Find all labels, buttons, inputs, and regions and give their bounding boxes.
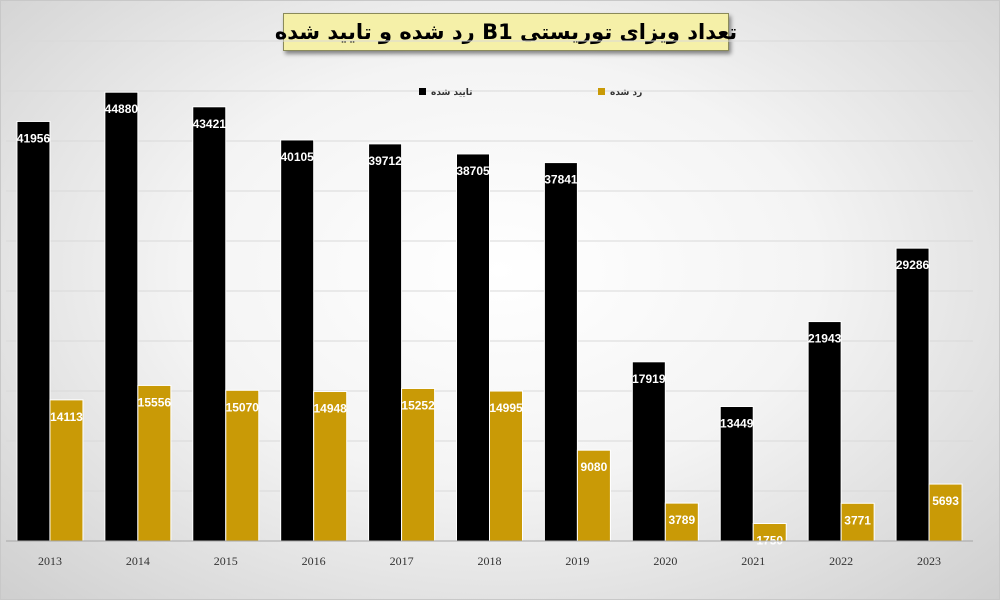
data-label-approved: 37841 [544, 173, 578, 187]
bar-approved [104, 91, 139, 542]
bar-approved [543, 162, 578, 542]
bar-approved [280, 139, 315, 542]
data-label-approved: 39712 [368, 154, 402, 168]
bar-rejected [137, 384, 172, 542]
x-tick-label: 2014 [126, 554, 150, 568]
x-axis: 2013 2014 2015 2016 2017 2018 2019 2020 2021 2022… [6, 540, 973, 568]
legend-label-rejected: رد شده [610, 88, 642, 98]
data-label-rejected: 15070 [226, 400, 260, 414]
x-tick-label: 2017 [390, 554, 414, 568]
bar-approved [192, 106, 227, 542]
data-label-rejected: 15252 [401, 398, 435, 412]
data-label-approved: 13449 [720, 417, 754, 431]
data-label-rejected: 9080 [581, 460, 608, 474]
bar-rejected [49, 399, 84, 542]
data-label-approved: 21943 [808, 332, 842, 346]
data-label-approved: 17919 [632, 372, 666, 386]
data-label-rejected: 3789 [668, 513, 695, 527]
x-tick-label: 2023 [917, 554, 941, 568]
bar-approved [456, 153, 490, 542]
bar-approved [807, 321, 842, 542]
bar-approved [368, 143, 403, 542]
data-label-rejected: 5693 [932, 494, 959, 508]
bar-rejected [313, 391, 348, 542]
data-label-rejected: 14995 [489, 401, 523, 415]
bar-approved [895, 247, 930, 542]
bar-approved [631, 361, 666, 542]
data-label-approved: 40105 [280, 150, 314, 164]
bar-rejected [225, 389, 260, 542]
bar-approved [16, 120, 51, 542]
bar-rejected [664, 502, 699, 542]
x-tick-label: 2016 [302, 554, 326, 568]
x-tick-label: 2020 [653, 554, 677, 568]
x-tick-label: 2018 [478, 554, 502, 568]
data-label-approved: 44880 [105, 102, 139, 116]
legend-swatch-rejected [598, 88, 605, 95]
bars [16, 91, 963, 542]
x-tick-label: 2013 [38, 554, 62, 568]
bar-approved [719, 406, 754, 542]
data-labels: 41956 14113 44880 15556 43421 15070 40105 14948… [17, 102, 959, 547]
x-tick-label: 2019 [565, 554, 589, 568]
bar-rejected [489, 390, 523, 542]
bar-rejected [576, 449, 611, 542]
legend: تایید شده رد شده [419, 88, 642, 98]
chart-title: تعداد ویزای توریستی B1 رد شده و تایید شد… [275, 13, 737, 51]
data-label-rejected: 14948 [313, 402, 347, 416]
data-label-approved: 29286 [896, 258, 930, 272]
data-label-rejected: 3771 [844, 513, 871, 527]
bar-rejected [928, 483, 963, 542]
x-tick-label: 2015 [214, 554, 238, 568]
legend-swatch-approved [419, 88, 426, 95]
data-label-approved: 41956 [17, 131, 51, 145]
x-tick-label: 2021 [741, 554, 765, 568]
legend-label-approved: تایید شده [431, 88, 473, 98]
data-label-approved: 43421 [193, 117, 227, 131]
data-label-rejected: 14113 [50, 410, 83, 424]
data-label-approved: 38705 [456, 164, 490, 178]
bar-rejected [840, 502, 875, 542]
x-tick-label: 2022 [829, 554, 853, 568]
data-label-rejected: 15556 [138, 395, 172, 409]
